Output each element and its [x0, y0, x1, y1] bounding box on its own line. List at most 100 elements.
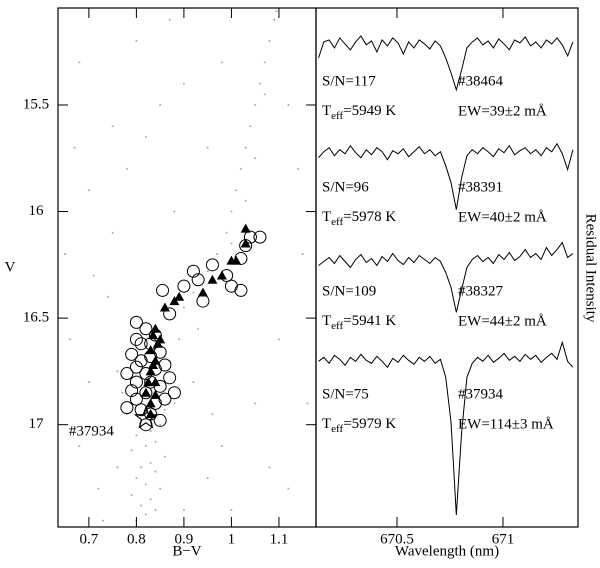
y-tick-label: 16	[29, 203, 45, 219]
target-star	[163, 371, 177, 385]
field-star	[116, 466, 119, 469]
field-star	[273, 18, 276, 21]
field-star	[249, 125, 252, 128]
x-tick-label: 0.7	[80, 531, 99, 547]
field-star	[173, 402, 176, 405]
field-star	[87, 381, 90, 384]
field-star	[144, 135, 147, 138]
field-star	[116, 370, 119, 373]
x-tick-label: 0.9	[175, 531, 194, 547]
field-star	[230, 242, 233, 245]
field-star	[197, 327, 200, 330]
teff-subscript: eff	[331, 320, 343, 332]
ew-label: EW=114±3 mÅ	[458, 416, 554, 432]
field-star	[78, 445, 81, 448]
field-star	[268, 466, 271, 469]
y-tick-label: 16.5	[23, 310, 49, 326]
teff-label: Teff=5949 K	[322, 103, 396, 121]
field-star	[159, 487, 162, 490]
y-tick-label: 17	[29, 416, 45, 432]
field-star	[254, 157, 257, 160]
x-tick-label: 1.1	[270, 531, 289, 547]
field-star	[258, 82, 261, 85]
target-star	[207, 274, 218, 284]
field-star	[268, 40, 271, 43]
spectrum	[318, 35, 574, 92]
x-tick-label: 0.8	[127, 531, 146, 547]
teff-symbol: T	[322, 313, 331, 329]
field-star	[182, 306, 185, 309]
spectrum	[318, 142, 574, 210]
field-star	[111, 231, 114, 234]
target-star	[150, 389, 161, 399]
star-label: #37934	[69, 424, 115, 440]
y-axis-label: V	[5, 259, 16, 275]
x-tick-label: 671	[492, 531, 515, 547]
target-star	[145, 345, 156, 355]
field-star	[206, 476, 209, 479]
target-star	[129, 315, 143, 329]
star-id: #37934	[458, 386, 504, 402]
teff-subscript: eff	[331, 423, 343, 435]
target-star	[240, 238, 251, 248]
target-star	[134, 337, 148, 351]
field-star	[159, 103, 162, 106]
field-star	[64, 253, 67, 256]
field-star	[163, 408, 166, 411]
target-star	[234, 283, 248, 297]
field-star	[263, 61, 266, 64]
target-star	[145, 398, 156, 408]
scatter-layer	[64, 10, 309, 522]
target-star	[156, 283, 170, 297]
field-star	[206, 146, 209, 149]
field-star	[92, 274, 95, 277]
target-star	[145, 409, 156, 419]
spectrum	[318, 241, 574, 313]
field-star	[149, 462, 152, 465]
field-star	[225, 231, 228, 234]
field-star	[73, 146, 76, 149]
field-star	[296, 167, 299, 170]
field-star	[254, 103, 257, 106]
star-id: #38391	[458, 179, 503, 195]
target-star	[243, 230, 257, 244]
field-star	[287, 487, 290, 490]
field-star	[275, 10, 278, 13]
field-star	[230, 210, 233, 213]
ew-label: EW=39±2 mÅ	[458, 103, 547, 119]
field-star	[287, 103, 290, 106]
teff-value: =5979 K	[343, 416, 396, 432]
target-star	[139, 322, 153, 336]
field-star	[163, 455, 166, 458]
field-star	[192, 381, 195, 384]
field-star	[135, 476, 138, 479]
field-star	[140, 504, 143, 507]
snr-label: S/N=109	[322, 283, 376, 299]
field-star	[277, 338, 280, 341]
y-axis-label: Residual Intensity	[583, 214, 599, 323]
x-axis-label: Wavelength (nm)	[395, 543, 499, 559]
target-star	[205, 258, 219, 272]
target-star	[129, 392, 143, 406]
teff-value: =5941 K	[343, 313, 396, 329]
target-star	[125, 347, 139, 361]
plot-frame	[315, 7, 579, 528]
field-star	[192, 291, 195, 294]
star-id: #38464	[458, 73, 504, 89]
target-star	[224, 279, 238, 293]
target-star	[120, 401, 134, 415]
field-star	[178, 338, 181, 341]
field-star	[154, 470, 157, 473]
field-star	[159, 423, 162, 426]
target-star	[216, 270, 227, 280]
highlight-star	[133, 405, 159, 429]
target-star	[148, 360, 159, 370]
target-star	[197, 287, 208, 297]
x-tick-label: 670.5	[380, 531, 414, 547]
field-star	[78, 61, 81, 64]
field-star	[106, 295, 109, 298]
teff-symbol: T	[322, 416, 331, 432]
target-star	[163, 307, 177, 321]
field-star	[230, 508, 233, 511]
